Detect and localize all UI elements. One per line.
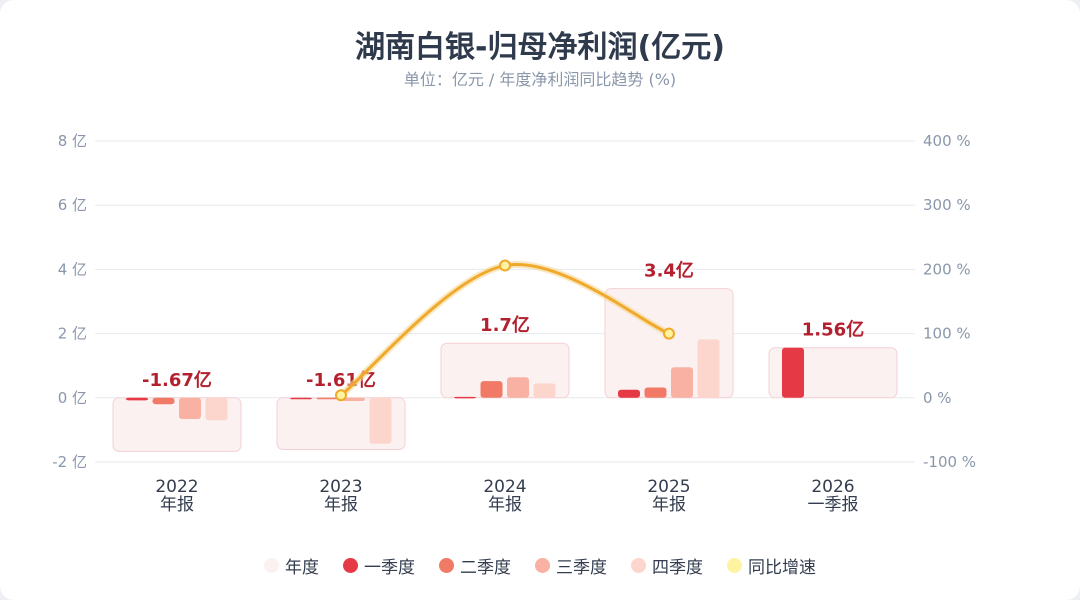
x-axis-tick-label: 2023 (319, 477, 362, 497)
x-axis-tick-label: 2024 (483, 477, 526, 497)
legend-label: 四季度 (652, 558, 703, 578)
legend-swatch (727, 558, 742, 573)
y-axis-right-tick-label: 200 % (923, 260, 971, 278)
x-axis-tick-sublabel: 年报 (488, 495, 522, 515)
chart-legend: 年度 一季度 二季度 三季度 四季度 同比增速 (0, 553, 1080, 578)
yoy-point (663, 327, 675, 340)
quarter-bar (644, 387, 667, 398)
quarter-bar (126, 397, 148, 401)
quarter-bar (533, 383, 556, 398)
annual-value-label: 3.4亿 (644, 260, 694, 282)
y-axis-left-tick-label: 2 亿 (58, 325, 87, 343)
legend-swatch (631, 558, 646, 573)
x-axis-tick-label: 2022 (155, 477, 198, 497)
chart-subtitle: 单位：亿元 / 年度净利润同比趋势 (%) (403, 70, 677, 89)
yoy-point (335, 389, 347, 402)
legend-label: 一季度 (364, 558, 415, 578)
quarter-bar (507, 377, 529, 398)
quarter-bar (618, 389, 640, 398)
y-axis-right-tick-label: -100 % (923, 453, 976, 471)
y-axis-right-tick-label: 400 % (923, 132, 971, 150)
quarter-bar (179, 397, 201, 419)
legend-item[interactable]: 三季度 (535, 553, 607, 578)
legend-item[interactable]: 年度 (264, 553, 319, 578)
quarter-bar (454, 396, 476, 399)
annual-value-label: 1.7亿 (480, 314, 530, 336)
legend-item[interactable]: 四季度 (631, 553, 703, 578)
x-axis-tick-sublabel: 年报 (160, 495, 194, 515)
legend-item[interactable]: 二季度 (439, 553, 511, 578)
y-axis-right-tick-label: 300 % (923, 196, 971, 214)
quarter-bar (671, 367, 693, 398)
y-axis-right-tick-label: 0 % (923, 389, 952, 407)
y-axis-left-tick-label: 0 亿 (58, 389, 87, 407)
quarter-bar (290, 397, 312, 400)
x-axis-tick-sublabel: 年报 (324, 495, 358, 515)
legend-swatch (439, 558, 454, 573)
quarter-bar (316, 397, 339, 400)
quarter-bar (369, 397, 392, 444)
y-axis-left-tick-label: 8 亿 (58, 132, 87, 150)
quarter-bar (697, 339, 720, 398)
y-axis-left-tick-label: -2 亿 (52, 453, 87, 471)
legend-label: 三季度 (556, 558, 607, 578)
legend-item[interactable]: 同比增速 (727, 553, 816, 578)
legend-swatch (535, 558, 550, 573)
y-axis-left-tick-label: 4 亿 (58, 260, 87, 278)
x-axis-tick-sublabel: 一季报 (808, 495, 859, 515)
chart-title: 湖南白银-归母净利润(亿元) (355, 30, 725, 65)
quarter-bar (152, 397, 175, 405)
legend-swatch (343, 558, 358, 573)
x-axis-tick-label: 2026 (811, 477, 854, 497)
quarter-bar (205, 397, 228, 421)
y-axis-right-tick-label: 100 % (923, 325, 971, 343)
annual-value-label: 1.56亿 (802, 319, 864, 341)
quarter-bar (343, 397, 365, 402)
legend-label: 二季度 (460, 558, 511, 578)
legend-item[interactable]: 一季度 (343, 553, 415, 578)
legend-label: 同比增速 (748, 558, 816, 578)
legend-swatch (264, 558, 279, 573)
quarter-bar (480, 381, 503, 398)
yoy-point (499, 259, 511, 272)
y-axis-left-tick-label: 6 亿 (58, 196, 87, 214)
x-axis-tick-sublabel: 年报 (652, 495, 686, 515)
annual-value-label: -1.67亿 (142, 369, 212, 391)
quarter-bar (782, 347, 804, 398)
legend-label: 年度 (285, 558, 319, 578)
x-axis-tick-label: 2025 (647, 477, 690, 497)
